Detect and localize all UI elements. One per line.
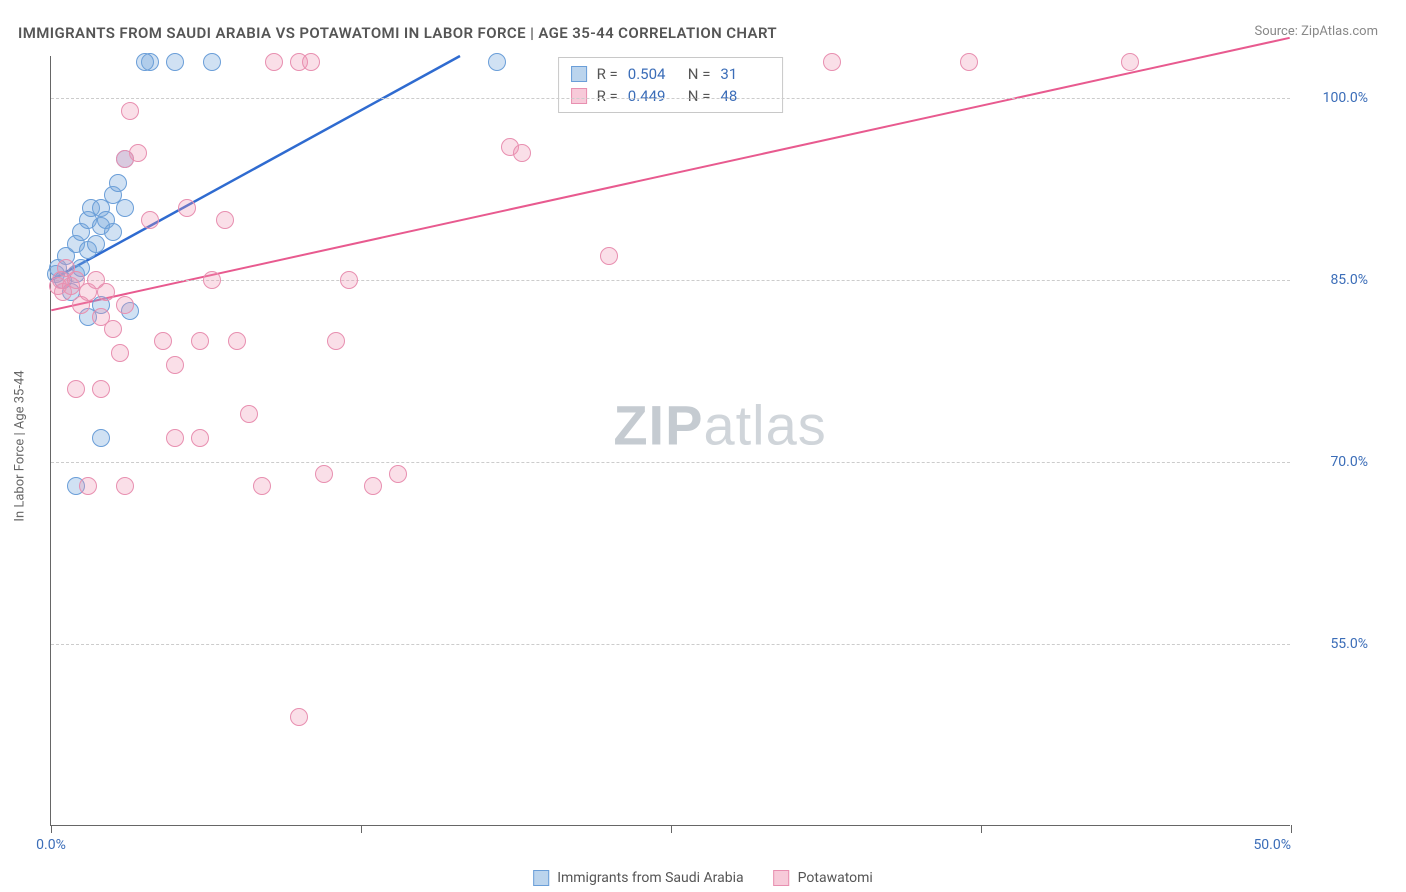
source-attribution: Source: ZipAtlas.com: [1254, 24, 1378, 39]
data-point: [253, 477, 271, 495]
series-legend: Immigrants from Saudi Arabia Potawatomi: [533, 870, 873, 886]
stats-row-pink: R = 0.449 N = 48: [571, 85, 771, 107]
y-tick-label: 70.0%: [1308, 454, 1368, 470]
data-point: [67, 380, 85, 398]
data-point: [1121, 53, 1139, 71]
data-point: [116, 199, 134, 217]
data-point: [228, 332, 246, 350]
legend-label-blue: Immigrants from Saudi Arabia: [557, 870, 743, 886]
y-tick-label: 85.0%: [1308, 272, 1368, 288]
data-point: [116, 150, 134, 168]
data-point: [488, 53, 506, 71]
data-point: [109, 174, 127, 192]
data-point: [203, 53, 221, 71]
stats-legend: R = 0.504 N = 31 R = 0.449 N = 48: [558, 57, 784, 113]
gridline: [51, 644, 1290, 645]
y-axis-label: In Labor Force | Age 35-44: [13, 370, 28, 521]
n-value-blue: 31: [720, 65, 770, 83]
x-tick: [1291, 825, 1292, 833]
data-point: [166, 429, 184, 447]
data-point: [121, 102, 139, 120]
data-point: [111, 344, 129, 362]
plot-area: ZIPatlas R = 0.504 N = 31 R = 0.449 N = …: [50, 56, 1290, 826]
data-point: [97, 283, 115, 301]
trend-line: [51, 56, 460, 280]
trend-lines: [51, 56, 1290, 825]
x-tick: [361, 825, 362, 833]
data-point: [513, 144, 531, 162]
x-tick: [671, 825, 672, 833]
data-point: [600, 247, 618, 265]
data-point: [166, 53, 184, 71]
swatch-pink: [571, 88, 587, 104]
data-point: [178, 199, 196, 217]
data-point: [340, 271, 358, 289]
data-point: [960, 53, 978, 71]
swatch-blue: [571, 66, 587, 82]
swatch-blue: [533, 870, 549, 886]
x-tick-label: 0.0%: [36, 837, 66, 853]
n-value-pink: 48: [720, 87, 770, 105]
data-point: [141, 211, 159, 229]
data-point: [92, 429, 110, 447]
data-point: [290, 708, 308, 726]
swatch-pink: [774, 870, 790, 886]
n-label: N =: [688, 87, 711, 105]
x-tick: [51, 825, 52, 833]
r-label: R =: [597, 87, 618, 105]
data-point: [389, 465, 407, 483]
data-point: [136, 53, 154, 71]
chart-title: IMMIGRANTS FROM SAUDI ARABIA VS POTAWATO…: [18, 24, 777, 42]
data-point: [116, 296, 134, 314]
gridline: [51, 280, 1290, 281]
legend-item-pink: Potawatomi: [774, 870, 873, 886]
data-point: [302, 53, 320, 71]
stats-row-blue: R = 0.504 N = 31: [571, 63, 771, 85]
x-tick: [981, 825, 982, 833]
r-value-pink: 0.449: [628, 87, 678, 105]
legend-label-pink: Potawatomi: [798, 870, 873, 886]
r-label: R =: [597, 65, 618, 83]
data-point: [315, 465, 333, 483]
data-point: [191, 429, 209, 447]
data-point: [104, 320, 122, 338]
data-point: [104, 223, 122, 241]
data-point: [216, 211, 234, 229]
r-value-blue: 0.504: [628, 65, 678, 83]
y-tick-label: 55.0%: [1308, 636, 1368, 652]
watermark: ZIPatlas: [613, 393, 826, 458]
data-point: [191, 332, 209, 350]
data-point: [154, 332, 172, 350]
data-point: [364, 477, 382, 495]
legend-item-blue: Immigrants from Saudi Arabia: [533, 870, 743, 886]
data-point: [823, 53, 841, 71]
data-point: [327, 332, 345, 350]
gridline: [51, 98, 1290, 99]
data-point: [79, 477, 97, 495]
data-point: [92, 380, 110, 398]
x-tick-label: 50.0%: [1253, 837, 1291, 853]
y-tick-label: 100.0%: [1308, 90, 1368, 106]
data-point: [240, 405, 258, 423]
data-point: [203, 271, 221, 289]
data-point: [87, 235, 105, 253]
n-label: N =: [688, 65, 711, 83]
data-point: [265, 53, 283, 71]
data-point: [166, 356, 184, 374]
chart-root: IMMIGRANTS FROM SAUDI ARABIA VS POTAWATO…: [0, 0, 1406, 892]
data-point: [116, 477, 134, 495]
gridline: [51, 462, 1290, 463]
